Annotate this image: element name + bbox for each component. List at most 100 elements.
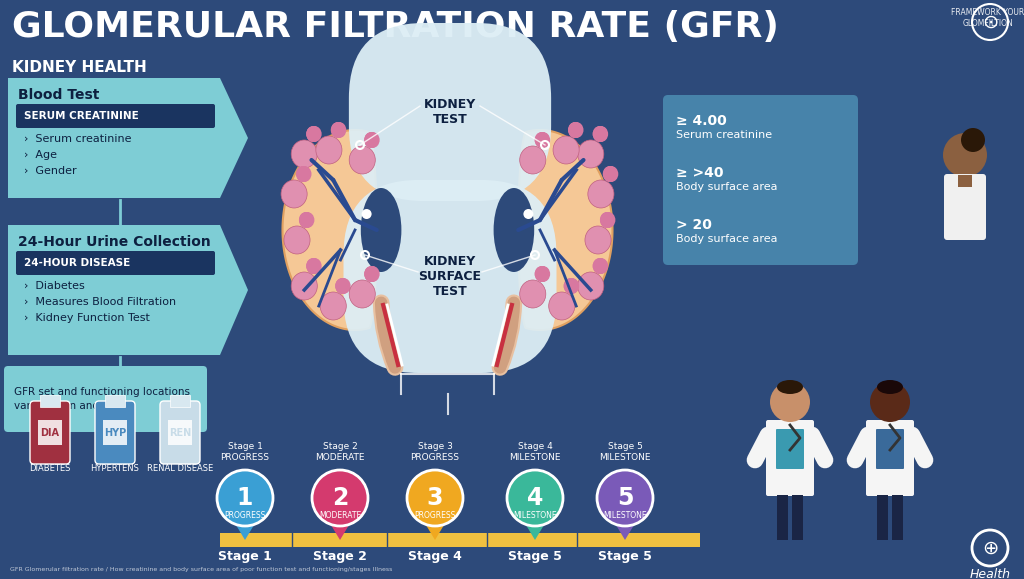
Ellipse shape	[300, 212, 314, 228]
Circle shape	[312, 470, 368, 526]
Text: Stage 1: Stage 1	[218, 550, 272, 563]
Polygon shape	[613, 520, 637, 540]
Text: MILESTONE: MILESTONE	[603, 511, 647, 519]
Text: MILESTONE: MILESTONE	[513, 511, 557, 519]
Polygon shape	[523, 520, 547, 540]
Ellipse shape	[291, 272, 317, 300]
Text: Stage 3
PROGRESS: Stage 3 PROGRESS	[411, 442, 460, 462]
FancyBboxPatch shape	[663, 95, 858, 265]
Polygon shape	[328, 520, 352, 540]
Ellipse shape	[585, 226, 611, 254]
Circle shape	[870, 382, 910, 422]
Ellipse shape	[306, 126, 321, 142]
Ellipse shape	[553, 136, 580, 164]
Ellipse shape	[564, 278, 580, 294]
Ellipse shape	[604, 166, 618, 182]
FancyBboxPatch shape	[16, 104, 215, 128]
FancyBboxPatch shape	[866, 420, 914, 496]
Ellipse shape	[568, 122, 583, 138]
Ellipse shape	[366, 266, 380, 282]
Text: ≥ >40: ≥ >40	[676, 166, 724, 180]
Text: ⊙: ⊙	[982, 13, 998, 31]
Ellipse shape	[877, 380, 903, 394]
FancyBboxPatch shape	[4, 366, 207, 432]
FancyArrowPatch shape	[500, 303, 514, 368]
Text: ›  Age: › Age	[24, 150, 57, 160]
Ellipse shape	[535, 132, 549, 148]
Text: 24-Hour Urine Collection: 24-Hour Urine Collection	[18, 235, 211, 249]
Text: Blood Test: Blood Test	[18, 88, 99, 102]
Ellipse shape	[331, 122, 345, 138]
Ellipse shape	[332, 122, 346, 138]
Ellipse shape	[578, 272, 604, 300]
Ellipse shape	[296, 166, 310, 182]
Ellipse shape	[594, 126, 608, 142]
Bar	[877, 495, 888, 540]
Bar	[892, 495, 903, 540]
Polygon shape	[423, 520, 447, 540]
Ellipse shape	[520, 146, 546, 174]
Ellipse shape	[335, 278, 350, 294]
Text: Stage 5
MILESTONE: Stage 5 MILESTONE	[599, 442, 650, 462]
Ellipse shape	[535, 266, 549, 282]
Text: PROGRESS: PROGRESS	[224, 511, 265, 519]
Text: ›  Diabetes: › Diabetes	[24, 281, 85, 291]
FancyArrowPatch shape	[381, 303, 395, 368]
Ellipse shape	[291, 140, 317, 168]
Ellipse shape	[535, 266, 549, 282]
Ellipse shape	[349, 146, 376, 174]
Ellipse shape	[588, 180, 614, 208]
Polygon shape	[8, 225, 248, 355]
Text: ›  Serum creatinine: › Serum creatinine	[24, 134, 131, 144]
Text: 4: 4	[526, 486, 543, 510]
Text: REN: REN	[169, 428, 191, 438]
Ellipse shape	[593, 126, 607, 142]
FancyBboxPatch shape	[160, 401, 200, 464]
Ellipse shape	[297, 166, 311, 182]
Ellipse shape	[336, 278, 350, 294]
Polygon shape	[8, 78, 248, 198]
Ellipse shape	[593, 258, 607, 274]
Text: ›  Gender: › Gender	[24, 166, 77, 176]
Text: ⊕: ⊕	[982, 538, 998, 558]
Text: PROGRESS: PROGRESS	[415, 511, 456, 519]
Ellipse shape	[777, 380, 803, 394]
Circle shape	[507, 470, 563, 526]
Bar	[958, 175, 972, 187]
Text: HYP: HYP	[103, 428, 126, 438]
Bar	[40, 395, 60, 407]
Ellipse shape	[593, 258, 607, 274]
Ellipse shape	[603, 166, 617, 182]
Text: FRAMEWORK YOUR
GLOMFILTION: FRAMEWORK YOUR GLOMFILTION	[951, 8, 1024, 28]
FancyBboxPatch shape	[876, 429, 904, 469]
Text: GLOMERULAR FILTRATION RATE (GFR): GLOMERULAR FILTRATION RATE (GFR)	[12, 10, 779, 44]
Ellipse shape	[365, 132, 379, 148]
Text: Stage 5: Stage 5	[508, 550, 562, 563]
Ellipse shape	[299, 212, 313, 228]
Circle shape	[597, 470, 653, 526]
FancyArrowPatch shape	[500, 303, 514, 368]
FancyBboxPatch shape	[944, 174, 986, 240]
Text: Serum creatinine: Serum creatinine	[676, 130, 772, 140]
Text: DIABETES: DIABETES	[30, 464, 71, 473]
Text: Body surface area: Body surface area	[676, 182, 777, 192]
Ellipse shape	[569, 122, 584, 138]
Ellipse shape	[335, 278, 350, 294]
Bar	[168, 420, 193, 445]
Ellipse shape	[331, 122, 345, 138]
Ellipse shape	[601, 212, 615, 228]
Ellipse shape	[536, 132, 550, 148]
Ellipse shape	[360, 188, 401, 272]
Ellipse shape	[600, 212, 614, 228]
Ellipse shape	[535, 132, 549, 148]
Bar	[103, 420, 127, 445]
Text: Stage 1
PROGRESS: Stage 1 PROGRESS	[220, 442, 269, 462]
Text: GFR Glomerular filtration rate / How creatinine and body surface area of poor fu: GFR Glomerular filtration rate / How cre…	[10, 567, 392, 572]
Text: 2: 2	[332, 486, 348, 510]
Ellipse shape	[365, 266, 379, 282]
FancyBboxPatch shape	[16, 251, 215, 275]
Ellipse shape	[578, 140, 604, 168]
Ellipse shape	[563, 278, 579, 294]
Circle shape	[943, 133, 987, 177]
Bar	[792, 495, 803, 540]
